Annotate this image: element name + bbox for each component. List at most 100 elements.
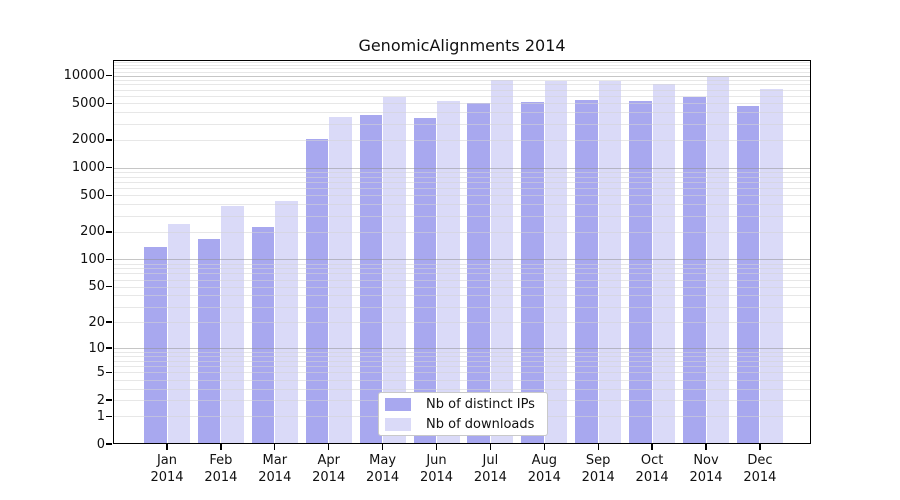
gridline-major [113, 167, 811, 169]
y-axis-tick-label: 1 [96, 408, 105, 424]
x-axis-tick [597, 444, 599, 450]
gridline-minor [113, 204, 811, 206]
legend-item-distinct-ips: Nb of distinct IPs [385, 396, 547, 412]
x-axis-tick [759, 444, 761, 450]
x-axis-tick [489, 444, 492, 450]
gridline-minor [113, 322, 811, 324]
y-axis-tick-label: 2 [96, 392, 105, 408]
y-axis-tick-label: 50 [88, 279, 105, 295]
y-axis-tick [106, 102, 112, 104]
gridline-minor [113, 372, 811, 374]
bar-distinct-ips-jan [144, 246, 167, 444]
y-axis-tick [106, 443, 112, 445]
x-axis-tick-label: Nov 2014 [689, 453, 723, 485]
y-axis-tick [106, 321, 112, 323]
bar-downloads-apr [329, 117, 352, 444]
bar-downloads-jun [437, 100, 460, 444]
gridline-minor [113, 195, 811, 197]
y-axis-tick-label: 10000 [63, 68, 105, 83]
gridline-minor [113, 139, 811, 141]
gridline-minor [113, 62, 811, 64]
bar-downloads-dec [760, 88, 783, 444]
gridline-minor [113, 95, 811, 97]
gridline-minor [113, 360, 811, 362]
y-axis-tick-label: 100 [80, 251, 105, 267]
x-axis-tick [435, 444, 438, 450]
legend-swatch-distinct-ips [385, 397, 411, 411]
y-axis-tick [106, 166, 112, 169]
x-axis-tick-label: Dec 2014 [743, 453, 777, 485]
y-axis-tick [106, 194, 112, 196]
x-axis-tick [328, 444, 330, 450]
y-axis-tick [106, 415, 112, 417]
x-axis-tick-label: Sep 2014 [581, 453, 615, 485]
x-axis-tick-label: Mar 2014 [258, 453, 292, 485]
gridline-minor [113, 306, 811, 308]
y-axis-tick [106, 258, 112, 261]
x-axis-tick [651, 444, 653, 450]
gridline-minor [113, 181, 811, 183]
x-axis-tick [220, 444, 222, 450]
x-axis-tick [166, 444, 168, 450]
gridline-minor [113, 112, 811, 114]
gridline-minor [113, 279, 811, 281]
x-axis-tick-label: Apr 2014 [312, 453, 346, 485]
x-axis-tick [381, 444, 384, 450]
bar-downloads-may [383, 97, 406, 444]
gridline-minor [113, 366, 811, 368]
gridline-minor [113, 79, 811, 81]
bar-distinct-ips-mar [251, 226, 275, 444]
gridline-minor [113, 356, 811, 358]
y-axis-tick-label: 1000 [71, 160, 105, 176]
gridline-minor [113, 89, 811, 91]
x-axis-tick [543, 444, 545, 450]
gridline-minor [113, 388, 811, 390]
gridline-minor [113, 103, 811, 105]
bar-distinct-ips-sep [575, 100, 598, 444]
gridline-minor [113, 263, 811, 265]
gridline-minor [113, 273, 811, 275]
y-axis-tick-label: 0 [96, 436, 105, 452]
bar-distinct-ips-aug [521, 102, 544, 444]
x-axis-tick-label: Jan 2014 [150, 453, 184, 485]
x-axis-tick [274, 444, 276, 450]
bar-distinct-ips-dec [736, 106, 760, 444]
y-axis-tick [106, 231, 112, 233]
legend-label-distinct-ips: Nb of distinct IPs [426, 396, 535, 412]
gridline-minor [113, 231, 811, 233]
x-axis-tick-label: Aug 2014 [527, 453, 561, 485]
gridline-minor [113, 379, 811, 381]
gridline-minor [113, 286, 811, 288]
y-axis-tick [106, 139, 112, 141]
gridline-minor [113, 123, 811, 125]
y-axis-tick-label: 200 [80, 224, 105, 240]
y-axis-tick [106, 285, 112, 288]
gridline-major [113, 348, 811, 350]
chart-title: GenomicAlignments 2014 [358, 36, 566, 55]
x-axis-tick-label: Oct 2014 [635, 453, 669, 485]
y-axis-tick-label: 10 [88, 340, 105, 356]
x-axis-tick-label: Jul 2014 [473, 453, 507, 485]
y-axis-tick-label: 5000 [71, 95, 105, 111]
gridline-minor [113, 268, 811, 270]
y-axis-tick [106, 399, 112, 401]
x-axis-tick-label: Jun 2014 [419, 453, 454, 485]
legend: Nb of distinct IPs Nb of downloads [378, 392, 548, 436]
gridline-minor [113, 295, 811, 297]
y-axis-tick [106, 347, 112, 349]
bar-distinct-ips-apr [305, 138, 329, 444]
gridline-major [113, 259, 811, 261]
gridline-minor [113, 65, 811, 66]
bar-downloads-jul [490, 80, 514, 444]
y-axis-tick [106, 74, 112, 77]
gridline-minor [113, 171, 811, 173]
y-axis-tick [106, 371, 112, 373]
y-axis-tick-label: 500 [80, 187, 105, 203]
bar-distinct-ips-feb [197, 238, 221, 444]
bar-distinct-ips-jun [413, 118, 436, 444]
bar-downloads-feb [221, 205, 244, 444]
bar-distinct-ips-nov [683, 97, 706, 444]
bar-downloads-sep [598, 80, 622, 444]
gridline-minor [113, 215, 811, 217]
